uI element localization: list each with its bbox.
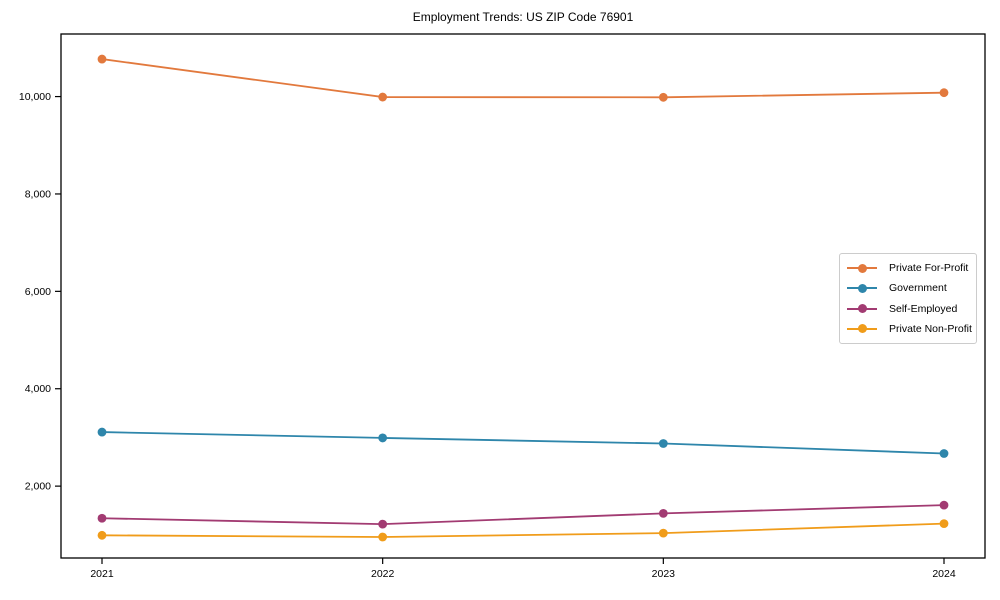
legend-box: Private For-Profit Government Self-Employe… [839, 253, 977, 344]
x-tick-label: 2021 [90, 568, 114, 580]
data-point-government-2023 [658, 439, 668, 448]
data-point-self-employed-2024 [939, 500, 949, 510]
legend-item-private-for-profit: Private For-Profit [847, 262, 972, 274]
data-point-private-non-profit-2023 [658, 528, 668, 538]
series-line-self-employed [101, 504, 945, 526]
data-point-government-2024 [939, 449, 949, 458]
data-point-self-employed-2021 [97, 513, 107, 523]
series-line-private-non-profit [101, 522, 945, 538]
x-tick-label: 2024 [932, 568, 956, 580]
legend-item-self-employed: Self-Employed [847, 303, 972, 315]
legend-label: Self-Employed [889, 302, 958, 315]
x-tick-label: 2023 [652, 568, 676, 580]
y-tick-label: 8,000 [25, 188, 51, 200]
y-tick-label: 4,000 [25, 383, 51, 395]
data-point-self-employed-2022 [378, 519, 388, 529]
data-point-private-non-profit-2022 [378, 532, 388, 542]
legend-label: Private For-Profit [889, 262, 969, 275]
data-point-private-for-profit-2022 [378, 92, 388, 102]
y-tick-label: 6,000 [25, 286, 51, 298]
data-point-government-2022 [378, 433, 388, 443]
y-tick-label: 2,000 [25, 481, 51, 493]
series-line-private-for-profit [101, 58, 945, 99]
legend-item-private-non-profit: Private Non-Profit [847, 323, 972, 335]
data-point-self-employed-2023 [658, 508, 668, 518]
data-point-private-for-profit-2021 [97, 54, 107, 64]
legend-marker-icon [847, 283, 877, 293]
legend-label: Private Non-Profit [889, 322, 972, 335]
data-point-private-non-profit-2021 [97, 530, 107, 540]
data-point-private-for-profit-2023 [658, 92, 668, 102]
y-tick-label: 10,000 [19, 91, 51, 103]
data-point-government-2021 [97, 427, 107, 437]
legend-marker-icon [847, 263, 877, 273]
legend-marker-icon [847, 324, 877, 334]
legend-marker-icon [847, 304, 877, 314]
series-line-government [101, 431, 945, 455]
chart-title: Employment Trends: US ZIP Code 76901 [412, 10, 634, 24]
data-point-private-for-profit-2024 [939, 88, 949, 98]
x-tick-label: 2022 [371, 568, 395, 580]
data-point-private-non-profit-2024 [939, 519, 949, 529]
plot-border [60, 33, 986, 559]
legend-label: Government [889, 282, 947, 295]
legend-item-government: Government [847, 282, 972, 294]
